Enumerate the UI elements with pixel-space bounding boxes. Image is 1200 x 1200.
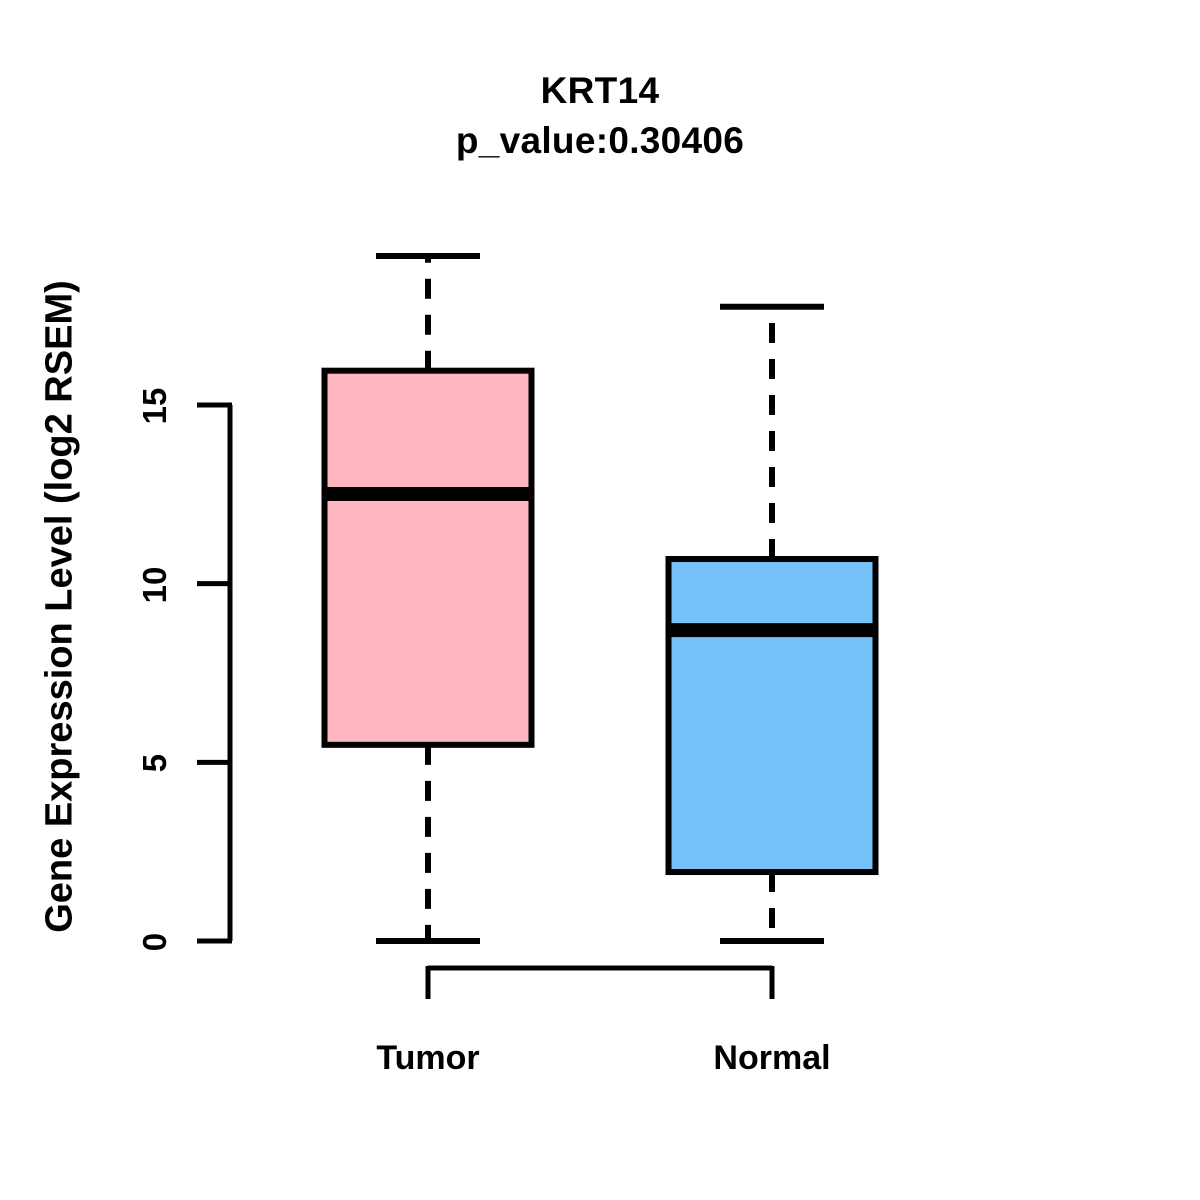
tumor-iqr-box[interactable]	[321, 367, 535, 748]
y-axis	[197, 402, 233, 944]
normal-iqr-box[interactable]	[665, 556, 879, 876]
chart-subtitle: p_value:0.30406	[455, 120, 745, 161]
x-tick-label-normal: Normal	[713, 1039, 831, 1077]
x-axis	[425, 965, 775, 999]
x-tick-label-tumor: Tumor	[376, 1039, 480, 1077]
chart-title: KRT14	[540, 70, 660, 111]
box-tumor[interactable]	[321, 252, 535, 944]
box-normal[interactable]	[665, 303, 879, 944]
